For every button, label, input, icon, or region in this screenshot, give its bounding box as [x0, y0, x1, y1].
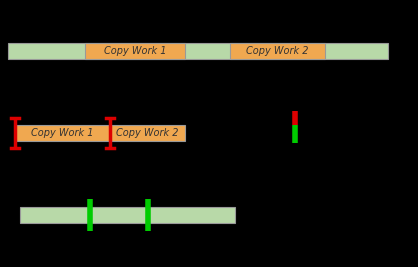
- Bar: [20, 207, 235, 223]
- Bar: [15, 125, 110, 141]
- Bar: [85, 43, 185, 59]
- Bar: [110, 125, 185, 141]
- Text: Copy Work 1: Copy Work 1: [104, 46, 166, 56]
- Bar: [230, 43, 325, 59]
- Bar: [8, 43, 388, 59]
- Text: Copy Work 2: Copy Work 2: [246, 46, 309, 56]
- Text: Copy Work 2: Copy Work 2: [116, 128, 179, 138]
- Text: Copy Work 1: Copy Work 1: [31, 128, 94, 138]
